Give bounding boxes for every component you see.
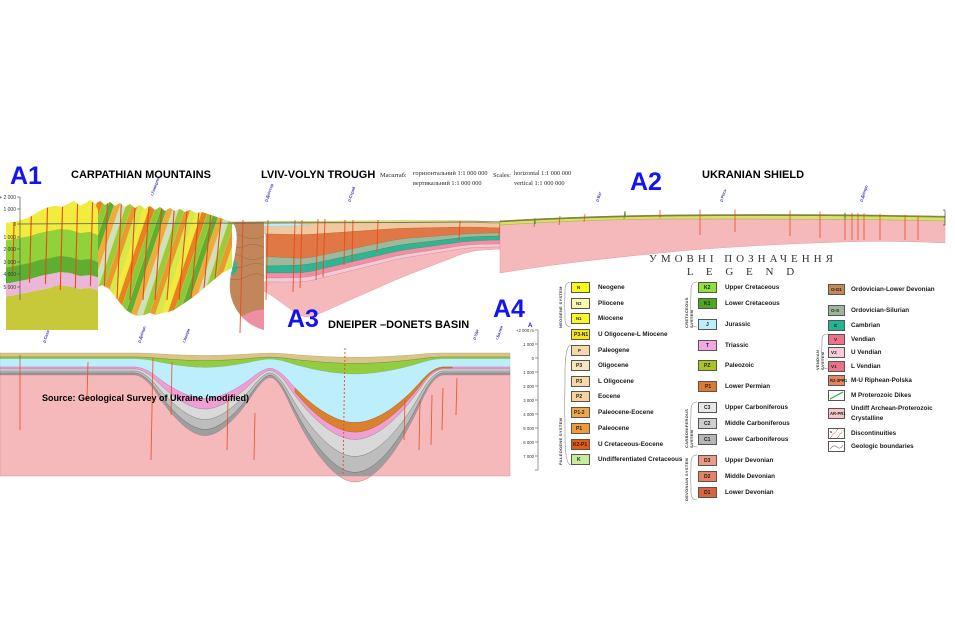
svg-text:1 000: 1 000 [3, 207, 16, 213]
svg-text:4 000: 4 000 [3, 272, 16, 278]
svg-text:2 000: 2 000 [3, 247, 16, 253]
svg-text:р.Рось: р.Рось [718, 188, 727, 203]
svg-text:р.Уди: р.Уди [471, 328, 480, 340]
svg-text:+ 2 000: + 2 000 [0, 195, 16, 201]
svg-text:1 000: 1 000 [3, 235, 16, 241]
svg-text:р.Стрий: р.Стрий [346, 185, 356, 202]
svg-text:2 000: 2 000 [523, 384, 534, 389]
svg-text:р.Дністер: р.Дністер [263, 182, 274, 202]
svg-text:1 000: 1 000 [523, 370, 534, 375]
svg-text:0: 0 [13, 222, 16, 228]
svg-text:4 000: 4 000 [523, 412, 534, 417]
svg-text:6 000: 6 000 [523, 440, 534, 445]
svg-text:г.Балки: г.Балки [494, 325, 504, 341]
svg-text:5 000: 5 000 [3, 285, 16, 291]
svg-text:р.Дніпро: р.Дніпро [136, 325, 147, 343]
svg-text:1 000: 1 000 [523, 342, 534, 347]
svg-text:0: 0 [532, 356, 535, 361]
svg-text:3 000: 3 000 [523, 398, 534, 403]
svg-text:г.Хопри: г.Хопри [181, 327, 191, 343]
svg-text:7 000: 7 000 [523, 454, 534, 459]
svg-text:р.Буг: р.Буг [594, 191, 602, 203]
svg-text:5 000: 5 000 [523, 426, 534, 431]
svg-text:3 000: 3 000 [3, 260, 16, 266]
svg-text:р.Case: р.Case [41, 329, 50, 344]
svg-text:A: A [528, 323, 533, 329]
svg-text:р.Дніпро: р.Дніпро [858, 184, 869, 202]
